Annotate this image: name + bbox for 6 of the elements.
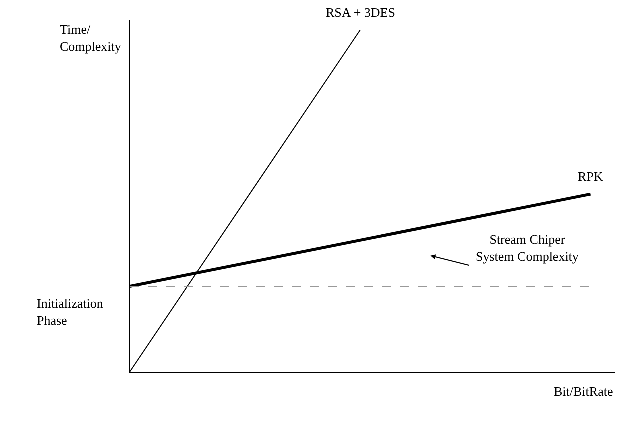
x-axis-title: Bit/BitRate [554,384,614,399]
text: Initialization Phase [37,296,104,328]
y-axis-title: Time/ Complexity [60,22,122,54]
series-label: RSA + 3DES [326,5,396,20]
series-label: RPK [578,169,604,184]
annotation: Stream Chiper System Complexity [476,232,580,264]
